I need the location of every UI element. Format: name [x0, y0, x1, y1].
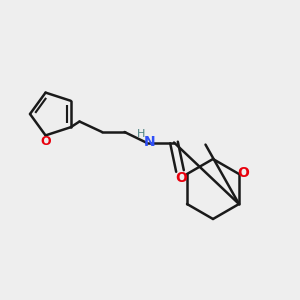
Text: O: O: [237, 166, 249, 180]
Text: H: H: [136, 129, 145, 139]
Text: O: O: [40, 136, 51, 148]
Text: O: O: [175, 171, 187, 184]
Text: N: N: [143, 136, 155, 149]
